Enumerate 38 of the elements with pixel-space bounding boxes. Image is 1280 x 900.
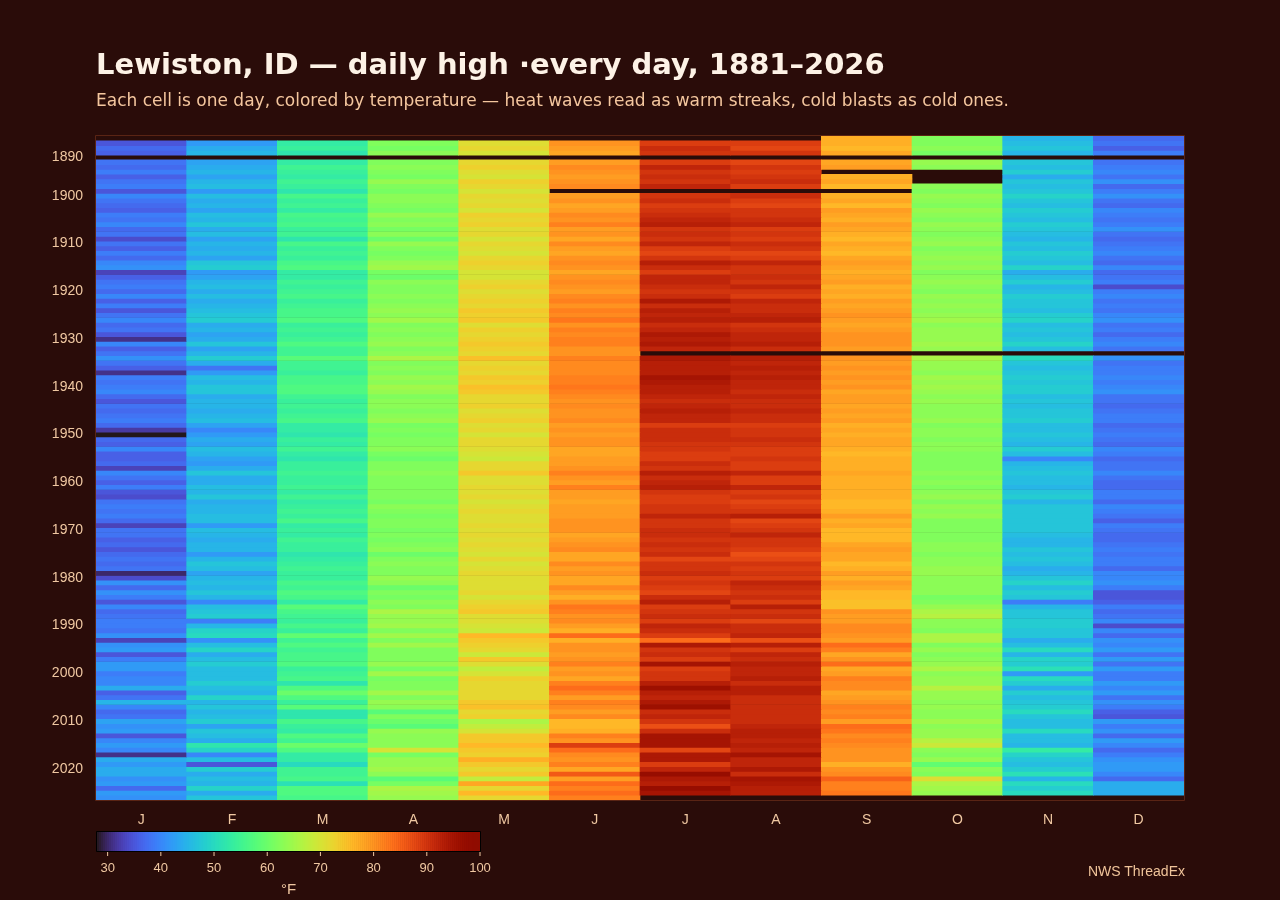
color-bar-title: °F <box>280 880 297 898</box>
y-tick-label: 2000 <box>51 664 84 681</box>
y-tick-label: 1950 <box>51 425 84 442</box>
chart-subtitle: Each cell is one day, colored by temperature — heat waves read as warm streaks, cold blasts as cold ones. <box>96 89 1009 111</box>
color-bar-label: 70 <box>313 859 328 875</box>
y-tick-label: 1990 <box>51 616 84 633</box>
y-tick-label: 1910 <box>51 234 84 251</box>
x-tick-label: M <box>316 811 329 828</box>
y-tick-label: 1900 <box>51 186 84 203</box>
x-tick-label: N <box>1042 811 1054 828</box>
x-tick-label: J <box>681 811 689 828</box>
x-tick-label: J <box>137 811 145 828</box>
color-bar-label: 40 <box>153 859 169 875</box>
y-tick-label: 2010 <box>51 712 84 729</box>
text: NWS ThreadEx <box>1088 862 1185 880</box>
color-bar-label: 50 <box>206 859 222 875</box>
y-tick-label: 1940 <box>51 377 84 394</box>
x-tick-label: O <box>951 811 963 828</box>
color-bar-label: 80 <box>366 859 381 875</box>
y-tick-label: 2020 <box>51 759 84 776</box>
x-tick-label: S <box>861 811 872 828</box>
y-tick-label: 1970 <box>51 520 84 537</box>
color-bar-label: 90 <box>419 859 435 875</box>
color-bar-label: 100 <box>469 859 491 875</box>
color-bar-label: 60 <box>259 859 275 875</box>
y-tick-label: 1920 <box>51 282 84 299</box>
y-tick-label: 1890 <box>51 148 84 165</box>
x-tick-label: M <box>498 811 510 828</box>
color-bar-label: 30 <box>100 859 115 875</box>
x-tick-label: A <box>408 811 419 828</box>
x-tick-label: F <box>227 811 237 828</box>
x-tick-label: J <box>591 811 599 828</box>
y-tick-label: 1960 <box>51 473 84 490</box>
x-tick-label: A <box>771 811 782 828</box>
x-tick-label: D <box>1133 811 1144 828</box>
chart-title: Lewiston, ID — daily high ·every day, 1881–2026 <box>96 46 885 83</box>
y-tick-label: 1980 <box>51 568 84 585</box>
y-tick-label: 1930 <box>51 329 84 346</box>
